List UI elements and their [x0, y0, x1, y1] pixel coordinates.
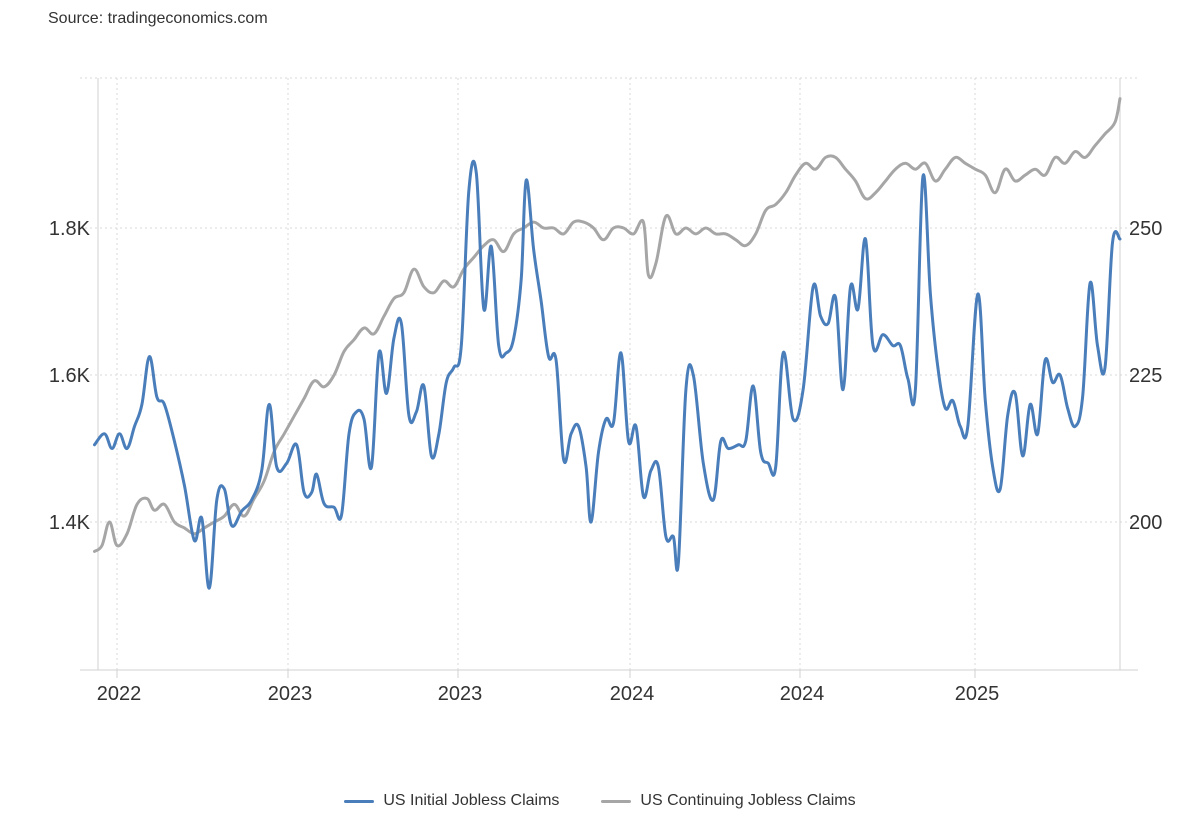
source-label: Source: tradingeconomics.com [48, 10, 268, 27]
legend-swatch-continuing-claims [601, 799, 632, 803]
legend-item-initial-claims[interactable]: US Initial Jobless Claims [344, 792, 559, 810]
x-tick-label: 2022 [97, 683, 142, 705]
x-tick-label: 2023 [268, 683, 313, 705]
x-tick-label: 2024 [780, 683, 825, 705]
legend-label-initial-claims: US Initial Jobless Claims [383, 792, 560, 809]
grid-layer [80, 77, 1138, 670]
chart-legend: US Initial Jobless Claims US Continuing … [0, 792, 1200, 810]
x-tick-label: 2025 [955, 683, 1000, 705]
y-left-tick-label: 1.6K [49, 365, 91, 387]
label-layer: 1.4K 1.6K 1.8K 200 225 250 2022 2023 2023 2024 202… [49, 218, 1163, 705]
series-line-initial-claims [93, 159, 1122, 590]
x-tick-label: 2024 [610, 683, 655, 705]
legend-swatch-initial-claims [344, 799, 375, 803]
legend-item-continuing-claims[interactable]: US Continuing Jobless Claims [601, 792, 856, 810]
y-right-tick-label: 250 [1129, 218, 1162, 240]
y-left-tick-label: 1.4K [49, 512, 91, 534]
axis-layer [80, 78, 1138, 678]
y-left-tick-label: 1.8K [49, 218, 91, 240]
x-tick-label: 2023 [438, 683, 483, 705]
y-right-tick-label: 200 [1129, 512, 1162, 534]
legend-label-continuing-claims: US Continuing Jobless Claims [640, 792, 856, 809]
series-line-continuing-claims [93, 97, 1122, 553]
y-right-tick-label: 225 [1129, 365, 1162, 387]
series-layer [93, 97, 1122, 590]
